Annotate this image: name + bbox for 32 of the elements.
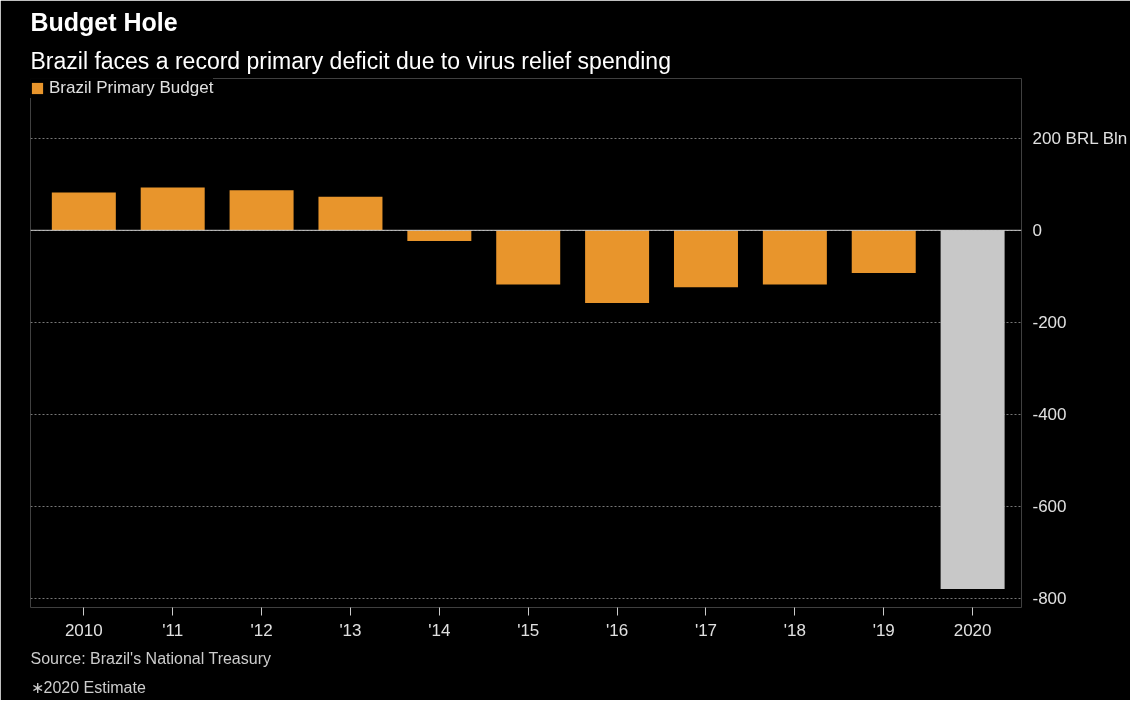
- x-tick-label: '14: [428, 620, 451, 640]
- y-tick-label: -800: [1032, 588, 1067, 608]
- source-note: Source: Brazil's National Treasury: [30, 649, 271, 667]
- x-tick-label: '12: [250, 620, 273, 640]
- bar: [140, 187, 205, 231]
- x-tick-label: 2010: [64, 620, 103, 640]
- bar: [318, 196, 383, 231]
- y-tick-label: 0: [1032, 220, 1042, 240]
- bar: [585, 230, 650, 303]
- bar: [51, 192, 116, 231]
- bar: [762, 230, 827, 285]
- bar: [407, 230, 472, 241]
- y-tick-label: -600: [1032, 496, 1067, 516]
- text: ∗2020 Estimate: [30, 678, 146, 696]
- x-tick-label: 2020: [953, 620, 992, 640]
- legend-label: Brazil Primary Budget: [49, 78, 214, 98]
- y-tick-label: -200: [1032, 312, 1067, 332]
- x-tick-label: '16: [606, 620, 629, 640]
- chart-subtitle: Brazil faces a record primary deficit due to virus relief spending: [30, 47, 671, 74]
- chart-title: Budget Hole: [30, 7, 178, 36]
- x-tick-label: '11: [162, 620, 184, 640]
- bar: [851, 230, 916, 274]
- bar: [496, 230, 561, 285]
- x-tick-label: '17: [694, 620, 718, 640]
- x-tick-label: '13: [339, 620, 362, 640]
- x-tick-label: '15: [517, 620, 540, 640]
- y-tick-label: -400: [1032, 404, 1067, 424]
- bar: [229, 190, 294, 231]
- y-tick-label: 200 BRL Bln: [1032, 128, 1128, 148]
- x-tick-label: '19: [872, 620, 895, 640]
- bar: [673, 230, 738, 288]
- x-tick-label: '18: [783, 620, 806, 640]
